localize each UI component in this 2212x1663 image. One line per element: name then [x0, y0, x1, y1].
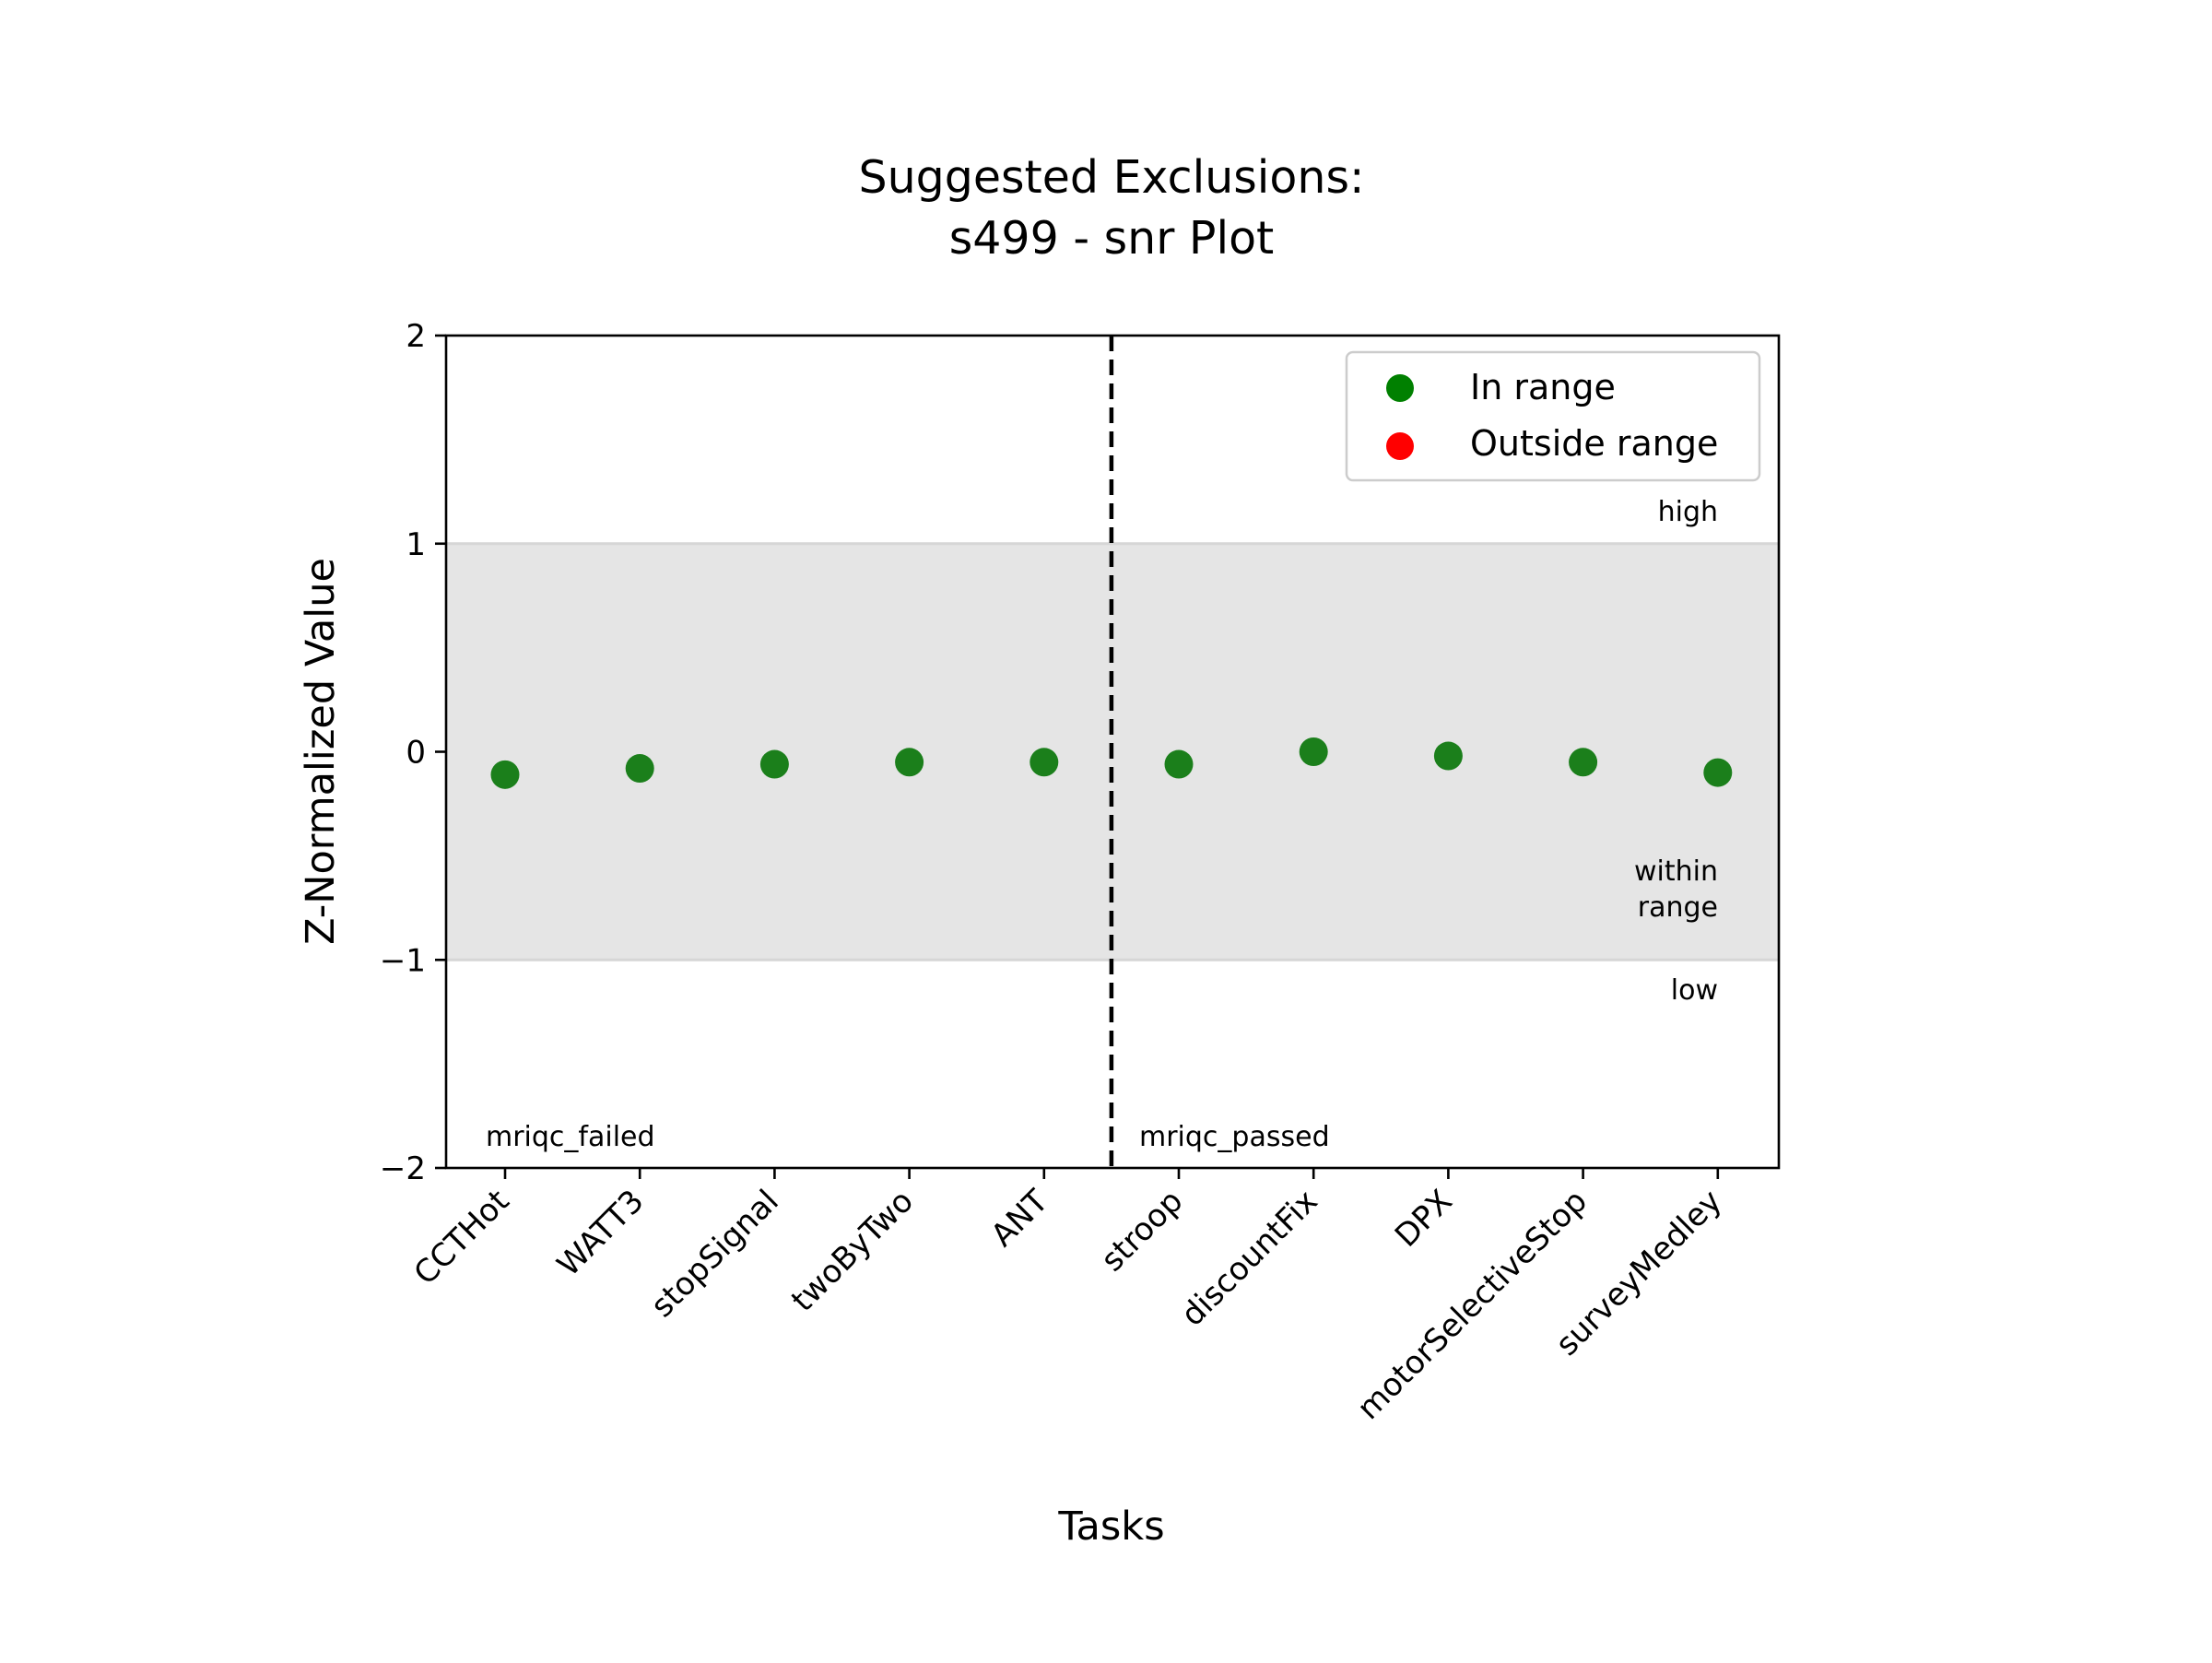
x-tick-label-two-by-two: twoByTwo — [784, 1183, 921, 1319]
y-tick-label: 1 — [406, 526, 426, 563]
data-point-survey-medley — [1703, 758, 1733, 787]
data-point-watt3 — [625, 754, 654, 784]
y-tick-label: −1 — [380, 942, 426, 979]
y-tick-label: −2 — [380, 1150, 426, 1187]
data-point-stroop — [1164, 749, 1194, 779]
y-tick-label: 2 — [406, 318, 426, 355]
legend-label-outside-range: Outside range — [1470, 423, 1718, 464]
x-axis-label: Tasks — [1057, 1504, 1164, 1550]
data-point-ccthot — [490, 760, 520, 789]
legend-marker-in-range — [1386, 374, 1414, 402]
group-label-left: mriqc_failed — [486, 1121, 655, 1153]
plot-frame — [444, 334, 1781, 1170]
legend: In range Outside range — [1345, 350, 1761, 482]
legend-label-in-range: In range — [1470, 367, 1616, 407]
x-axis-ticks: CCTHot WATT3 stopSignal twoByTwo ANT str… — [407, 1168, 1729, 1427]
x-tick-label-cct-hot: CCTHot — [407, 1183, 517, 1292]
data-point-motor-selective-stop — [1569, 748, 1598, 777]
y-axis-ticks: 2 1 0 −1 −2 — [380, 318, 446, 1187]
group-label-right: mriqc_passed — [1139, 1121, 1330, 1153]
x-tick-label-stop-signal: stopSignal — [644, 1183, 786, 1325]
annotation-within-line-1: within — [1634, 855, 1718, 888]
legend-marker-outside-range — [1386, 432, 1414, 460]
annotation-within-line-2: range — [1638, 891, 1718, 924]
data-points — [490, 737, 1733, 789]
data-point-discount-fix — [1299, 737, 1328, 766]
data-point-ant — [1030, 748, 1059, 777]
data-point-two-by-two — [895, 748, 924, 777]
x-tick-label-watt3: WATT3 — [550, 1183, 652, 1284]
x-tick-label-ant: ANT — [984, 1183, 1056, 1255]
legend-box — [1345, 350, 1761, 482]
data-point-stop-signal — [759, 749, 789, 779]
y-axis-label: Z-Normalized Value — [298, 558, 344, 945]
x-tick-label-stroop: stroop — [1094, 1183, 1190, 1279]
data-point-dpx — [1433, 741, 1463, 771]
chart-title-line-1: Suggested Exclusions: — [858, 151, 1364, 204]
x-tick-label-dpx: DPX — [1388, 1183, 1460, 1255]
annotation-high: high — [1658, 496, 1718, 528]
x-tick-label-motor-selective-stop: motorSelectiveStop — [1350, 1183, 1594, 1427]
y-tick-label: 0 — [406, 735, 426, 772]
x-tick-label-discount-fix: discountFix — [1174, 1183, 1325, 1334]
chart-title-line-2: s499 - snr Plot — [949, 212, 1275, 265]
annotation-low: low — [1671, 974, 1718, 1007]
